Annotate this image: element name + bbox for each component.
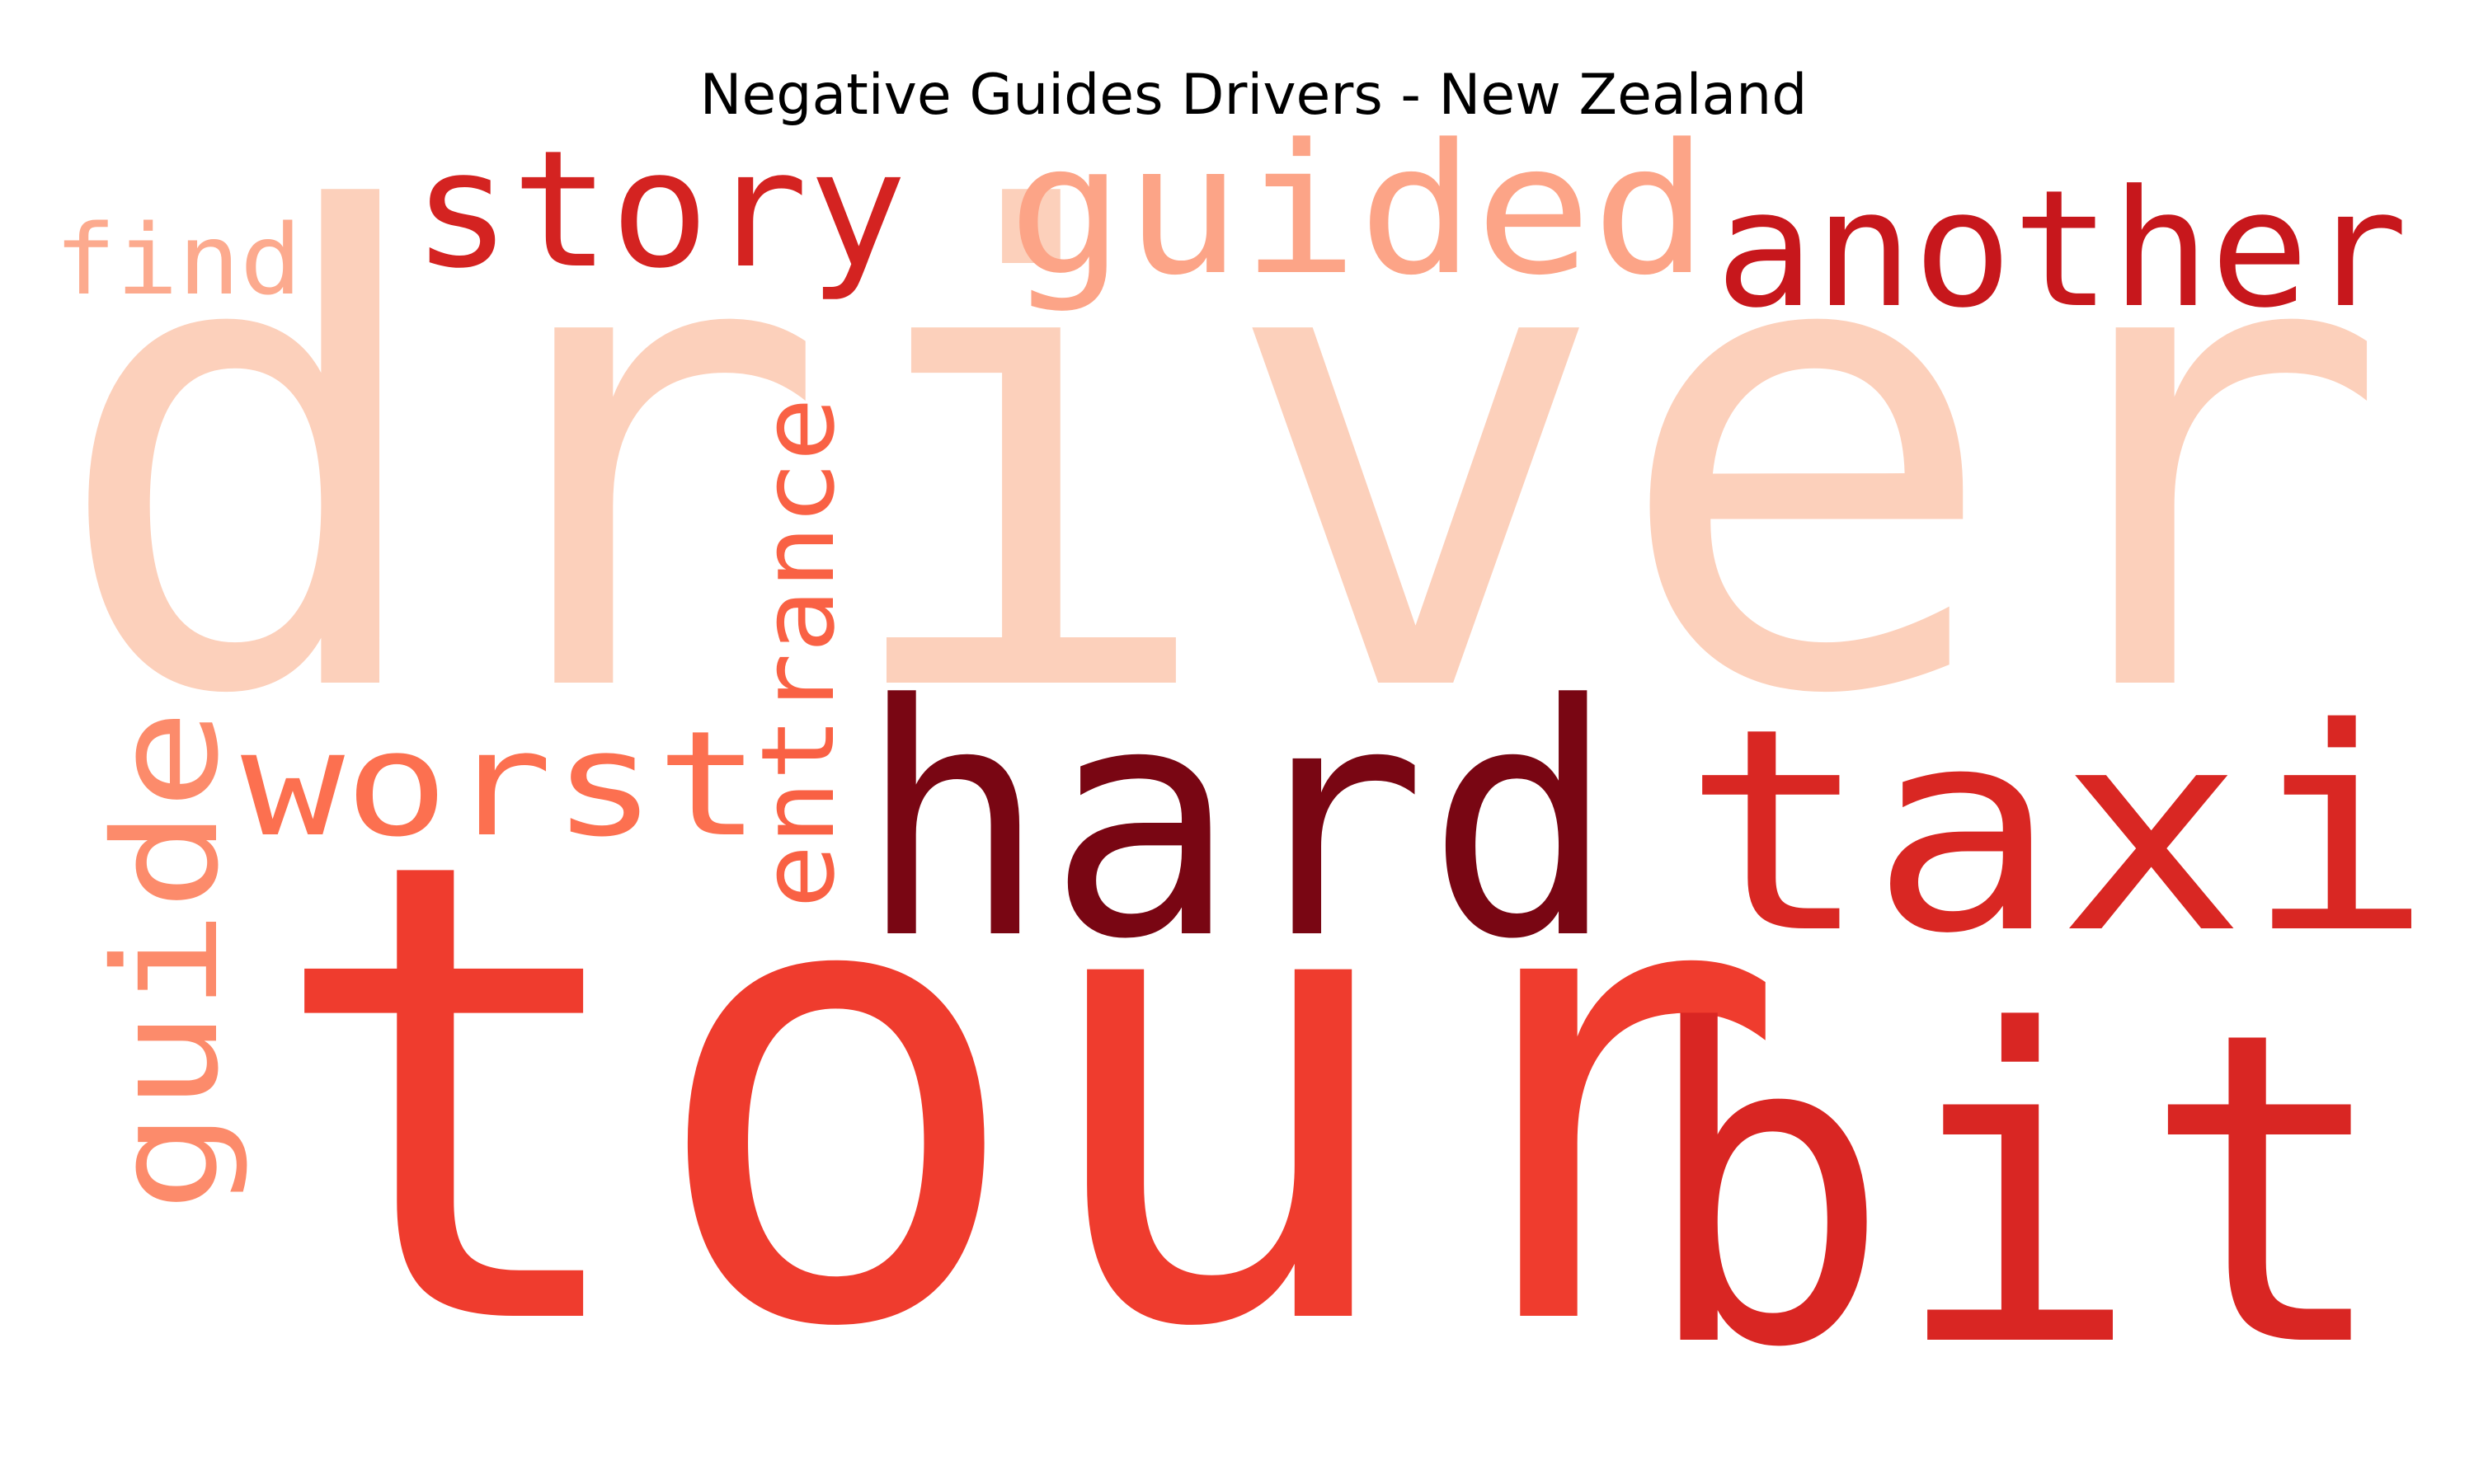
word-another: another	[1715, 156, 2408, 344]
word-hard: hard	[858, 636, 1616, 1009]
word-story: story	[412, 116, 907, 304]
word-entrance: entrance	[740, 397, 857, 909]
word-bit: bit	[1641, 941, 2392, 1442]
word-guide: guide	[83, 709, 251, 1212]
word-guided: guided	[1008, 106, 1709, 315]
chart-title: Negative Guides Drivers - New Zealand	[699, 63, 1808, 128]
word-taxi: taxi	[1682, 669, 2433, 995]
word-worst: worst	[241, 700, 760, 869]
word-tour: tour	[264, 726, 1790, 1466]
word-find: find	[54, 203, 302, 317]
word-driver: driver	[49, 80, 2392, 836]
